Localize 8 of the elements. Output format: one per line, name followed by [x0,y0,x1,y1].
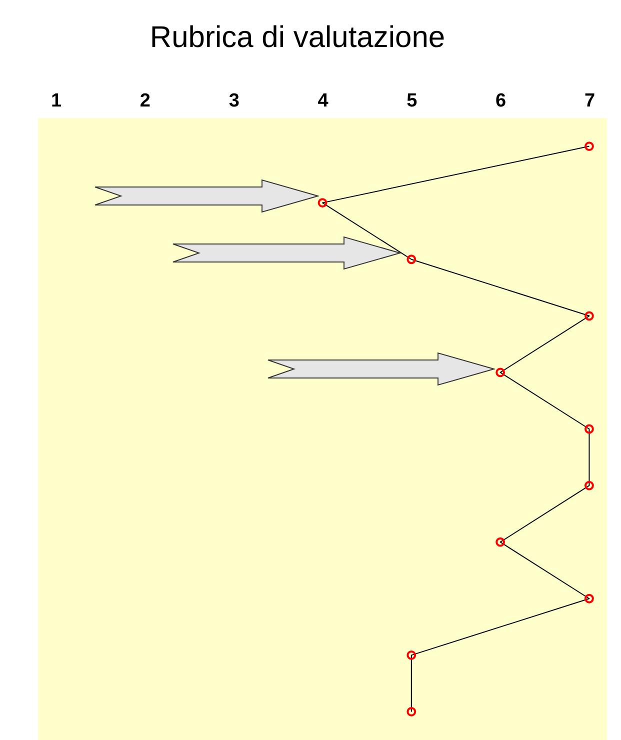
x-tick-label: 6 [496,90,506,112]
x-tick-label: 1 [50,90,62,112]
x-tick-label: 5 [406,90,418,112]
x-tick-label: 7 [584,90,596,112]
chart-title: Rubrica di valutazione [150,21,446,54]
x-tick-label: 3 [228,90,240,112]
x-tick-label: 4 [318,90,329,112]
x-tick-label: 2 [140,90,150,112]
